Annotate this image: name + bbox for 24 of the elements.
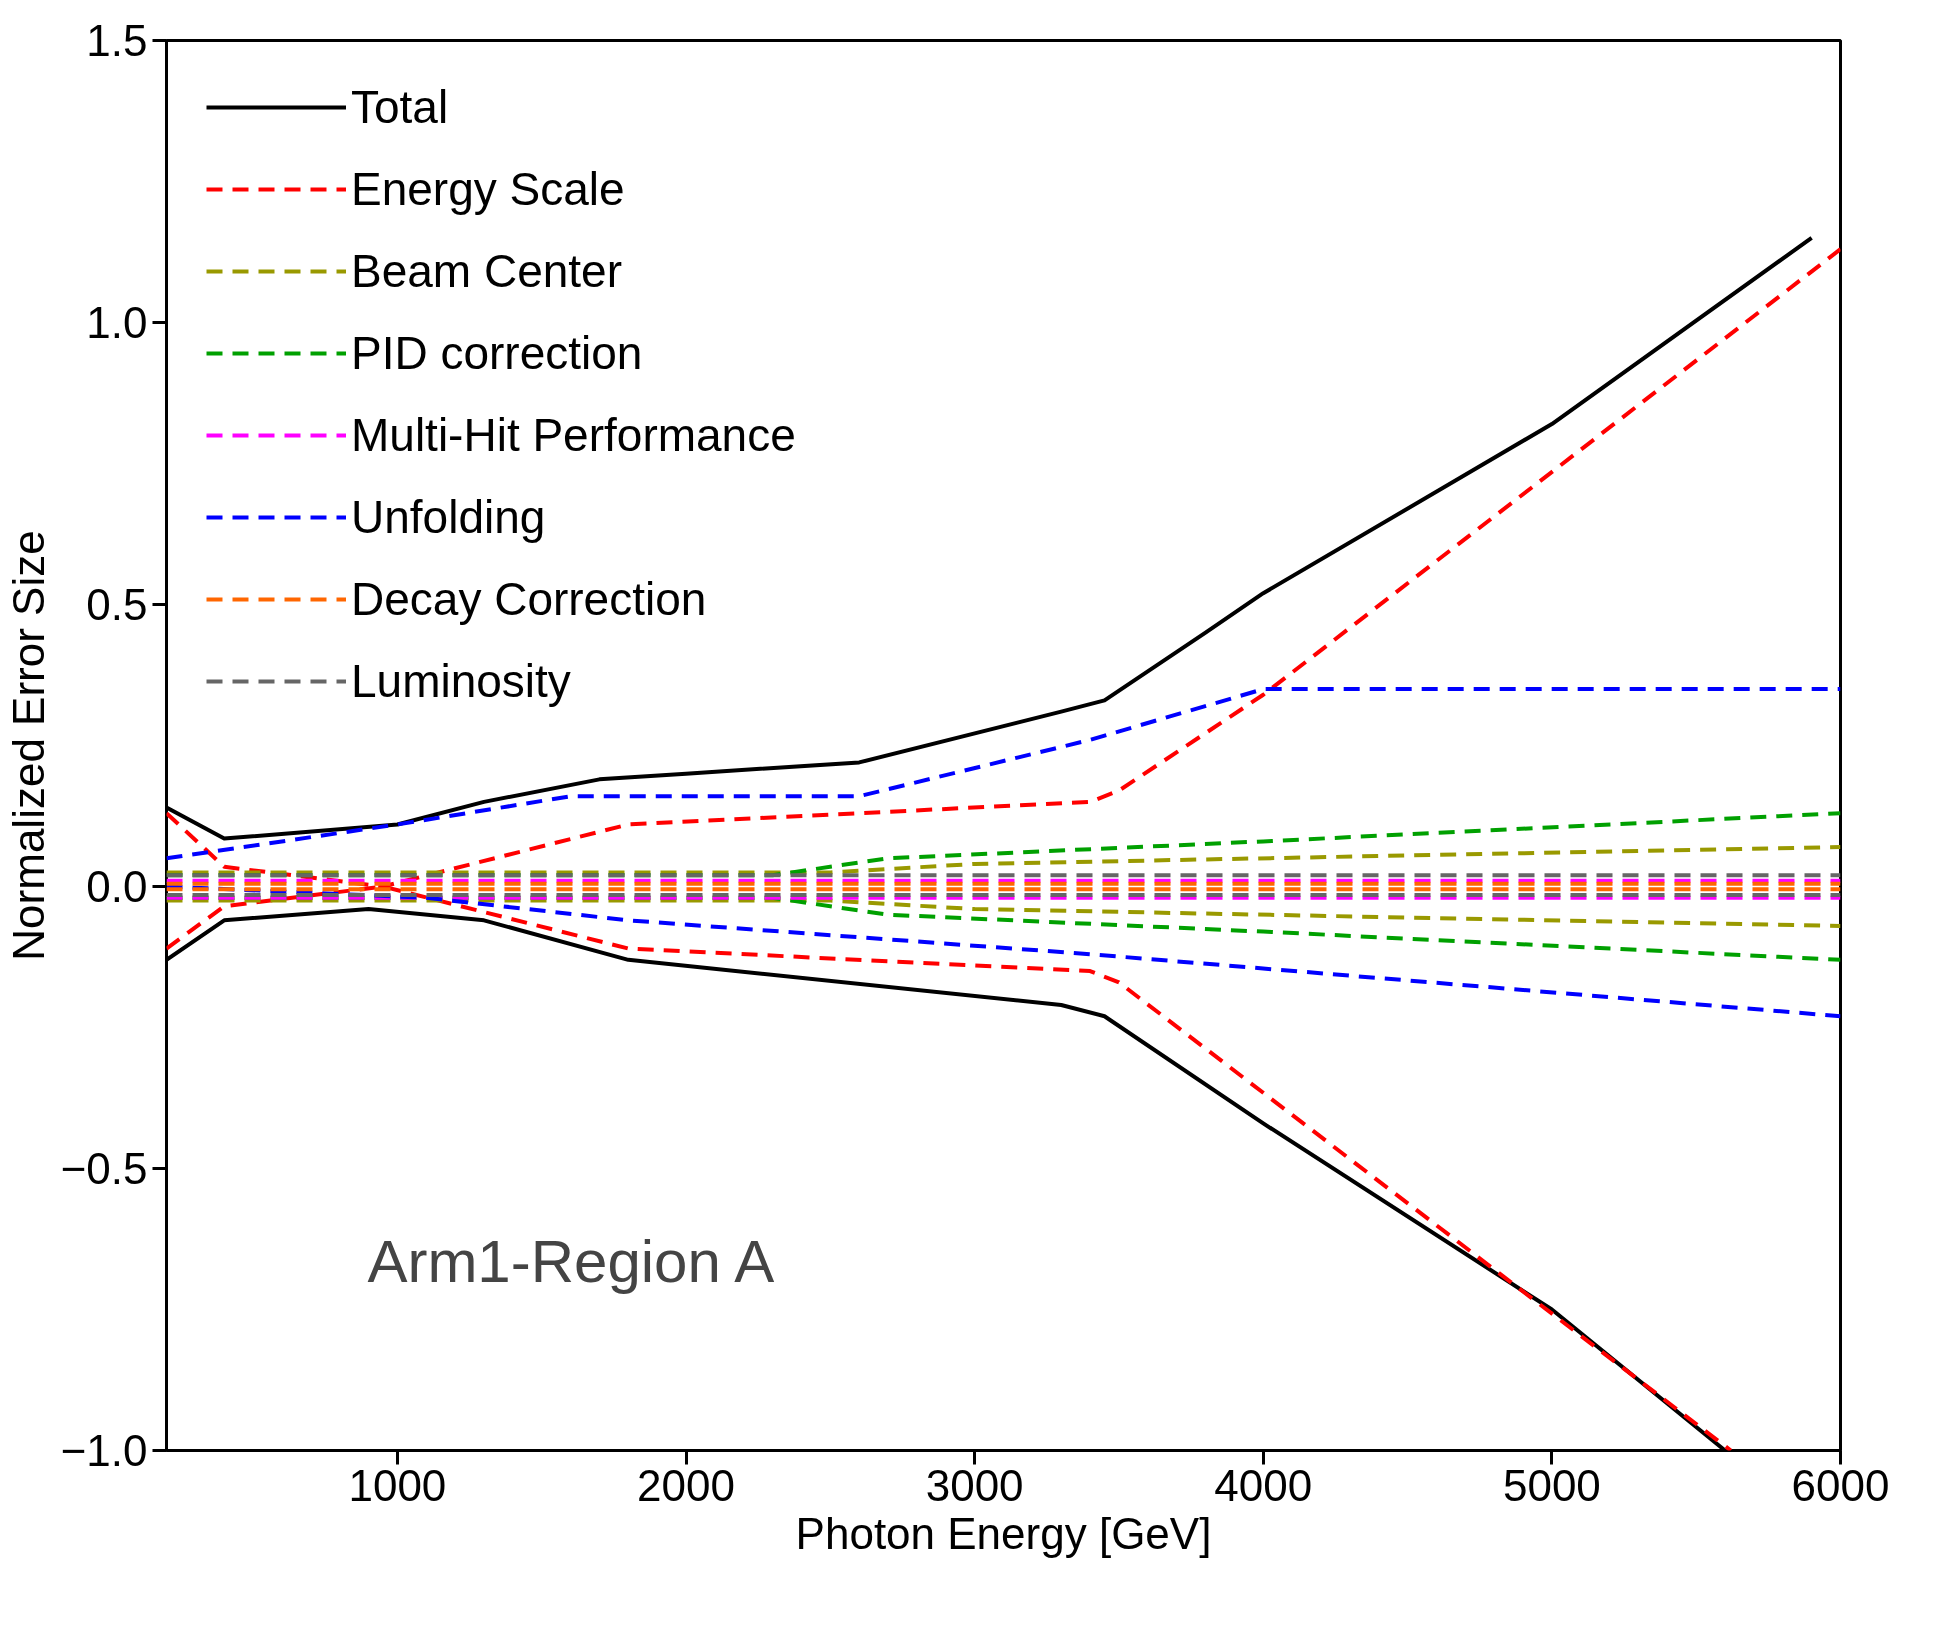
- legend-label: Unfolding: [351, 490, 546, 544]
- x-tick-label: 3000: [925, 1460, 1024, 1510]
- x-axis-title: Photon Energy [GeV]: [795, 1508, 1212, 1558]
- legend-label: Luminosity: [351, 654, 571, 708]
- x-tick-label: 2000: [637, 1460, 735, 1510]
- legend-label: Energy Scale: [351, 162, 625, 216]
- y-tick-label: 0.0: [86, 862, 148, 911]
- line-series: [166, 884, 1841, 1019]
- legend-label: Total: [351, 80, 449, 134]
- legend-label: PID correction: [351, 326, 643, 380]
- legend-label: Decay Correction: [351, 572, 707, 626]
- x-tick-label: 5000: [1502, 1460, 1601, 1510]
- y-tick-label: 1.0: [86, 298, 148, 347]
- y-tick-label: 0.5: [86, 580, 148, 629]
- y-tick-label: −1.0: [60, 1426, 148, 1475]
- x-tick-label: 6000: [1791, 1460, 1890, 1510]
- x-tick-label: 4000: [1214, 1460, 1313, 1510]
- legend-label: Multi-Hit Performance: [351, 408, 796, 462]
- y-tick-label: 1.5: [86, 16, 148, 65]
- y-axis-title: Normalized Error Size: [3, 530, 53, 961]
- annotation: Arm1-Region A: [367, 1228, 775, 1296]
- x-tick-label: 1000: [348, 1460, 447, 1510]
- y-tick-label: −0.5: [60, 1144, 148, 1193]
- legend-label: Beam Center: [351, 244, 623, 298]
